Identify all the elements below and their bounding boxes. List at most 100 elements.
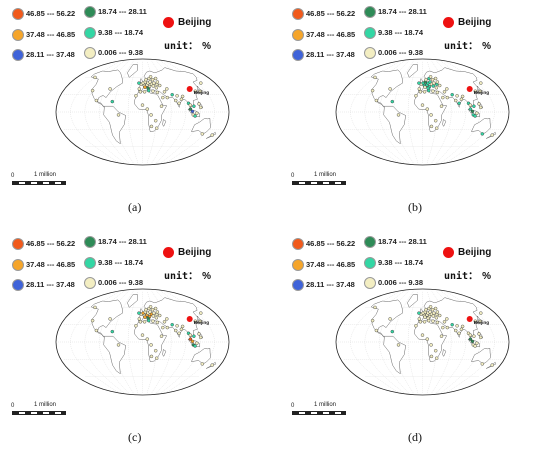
meridian-line — [379, 61, 409, 163]
meridian-line — [445, 61, 495, 163]
station-point — [455, 324, 459, 328]
station-point — [434, 126, 439, 130]
legend-label: 18.74 --- 28.11 — [98, 7, 147, 16]
station-point — [137, 317, 142, 321]
station-point — [390, 329, 394, 334]
station-point — [373, 75, 377, 80]
station-point — [108, 87, 112, 91]
station-point — [151, 314, 156, 318]
map-panel-2: 46.85 --- 56.22 37.48 --- 46.85 28.11 --… — [280, 0, 550, 225]
station-point — [418, 90, 423, 94]
legend-swatch — [292, 238, 304, 250]
legend-label: 9.38 --- 18.74 — [98, 28, 144, 37]
station-point — [445, 95, 450, 100]
land-outline — [471, 348, 491, 365]
station-point — [445, 317, 449, 321]
station-point — [442, 320, 447, 324]
station-point — [110, 329, 114, 334]
map-panel-3: 46.85 --- 56.22 37.48 --- 46.85 28.11 --… — [0, 230, 270, 455]
station-point — [152, 311, 156, 315]
legend-swatch — [84, 6, 96, 18]
land-outline — [370, 69, 403, 108]
station-point — [188, 103, 193, 107]
station-point — [170, 323, 174, 327]
world-map: Beijing — [335, 58, 510, 166]
legend-label: 46.85 --- 56.22 — [26, 239, 76, 248]
station-point — [165, 325, 170, 330]
beijing-map-label: Beijing — [474, 320, 490, 325]
unit-text: unit： — [444, 271, 479, 282]
scale-text: 1 million — [314, 402, 337, 408]
station-point — [137, 87, 142, 91]
legend-label: 37.48 --- 46.85 — [26, 30, 76, 39]
station-point — [473, 89, 478, 93]
legend-label: 28.11 --- 37.48 — [306, 50, 355, 59]
station-point — [460, 94, 465, 99]
meridian-line — [99, 291, 129, 393]
station-point — [470, 339, 475, 344]
station-point — [153, 119, 158, 123]
scale-zero: 0 — [291, 403, 295, 409]
land-outline — [442, 349, 447, 357]
land-outline — [407, 64, 418, 78]
station-point — [110, 99, 114, 104]
meridian-line — [436, 291, 466, 393]
scale-text: 1 million — [314, 172, 337, 178]
beijing-legend-marker — [163, 247, 174, 258]
station-point — [144, 78, 148, 82]
meridian-line — [165, 61, 215, 163]
beijing-marker — [186, 316, 193, 322]
legend-swatch — [292, 279, 304, 291]
station-point — [198, 335, 203, 340]
station-point — [433, 349, 438, 353]
station-point — [143, 85, 147, 89]
station-point — [165, 95, 170, 100]
legend-swatch — [12, 238, 24, 250]
station-point — [142, 90, 147, 94]
station-point — [477, 332, 481, 336]
meridian-line — [113, 291, 134, 393]
station-point — [424, 78, 428, 82]
station-point — [200, 132, 205, 136]
station-point — [93, 75, 97, 80]
station-point — [426, 318, 431, 323]
panel-caption: (d) — [408, 430, 422, 444]
station-point — [388, 87, 392, 91]
station-point — [153, 76, 158, 81]
station-point — [374, 328, 379, 333]
legend-label: 18.74 --- 28.11 — [98, 237, 147, 246]
beijing-marker — [466, 86, 473, 92]
map-panel-1: 46.85 --- 56.22 37.48 --- 46.85 28.11 --… — [0, 0, 270, 225]
station-point — [417, 311, 421, 315]
scale-text: 1 million — [34, 172, 57, 178]
station-point — [429, 343, 433, 347]
world-map: Beijing — [55, 58, 230, 166]
station-point — [210, 133, 214, 137]
station-point — [431, 319, 435, 323]
station-point — [457, 101, 461, 105]
station-point — [417, 81, 421, 85]
station-point — [200, 362, 205, 366]
station-point — [396, 113, 401, 117]
meridian-line — [127, 291, 139, 393]
station-point — [435, 320, 440, 325]
legend-swatch — [292, 49, 304, 61]
station-point — [423, 85, 427, 89]
legend-label: 46.85 --- 56.22 — [306, 9, 356, 18]
station-point — [433, 119, 438, 123]
station-point — [165, 317, 169, 321]
station-point — [475, 341, 479, 345]
station-point — [459, 97, 464, 101]
legend-label: 18.74 --- 28.11 — [378, 237, 427, 246]
land-outline — [103, 335, 126, 375]
station-point — [478, 319, 483, 323]
station-point — [193, 319, 198, 323]
station-point — [473, 114, 477, 118]
beijing-legend-marker — [443, 247, 454, 258]
scale-zero: 0 — [11, 403, 15, 409]
legend-swatch — [84, 47, 96, 59]
legend-label: 9.38 --- 18.74 — [98, 258, 144, 267]
station-point — [199, 311, 203, 315]
beijing-map-label: Beijing — [474, 90, 490, 95]
meridian-line — [407, 291, 419, 393]
